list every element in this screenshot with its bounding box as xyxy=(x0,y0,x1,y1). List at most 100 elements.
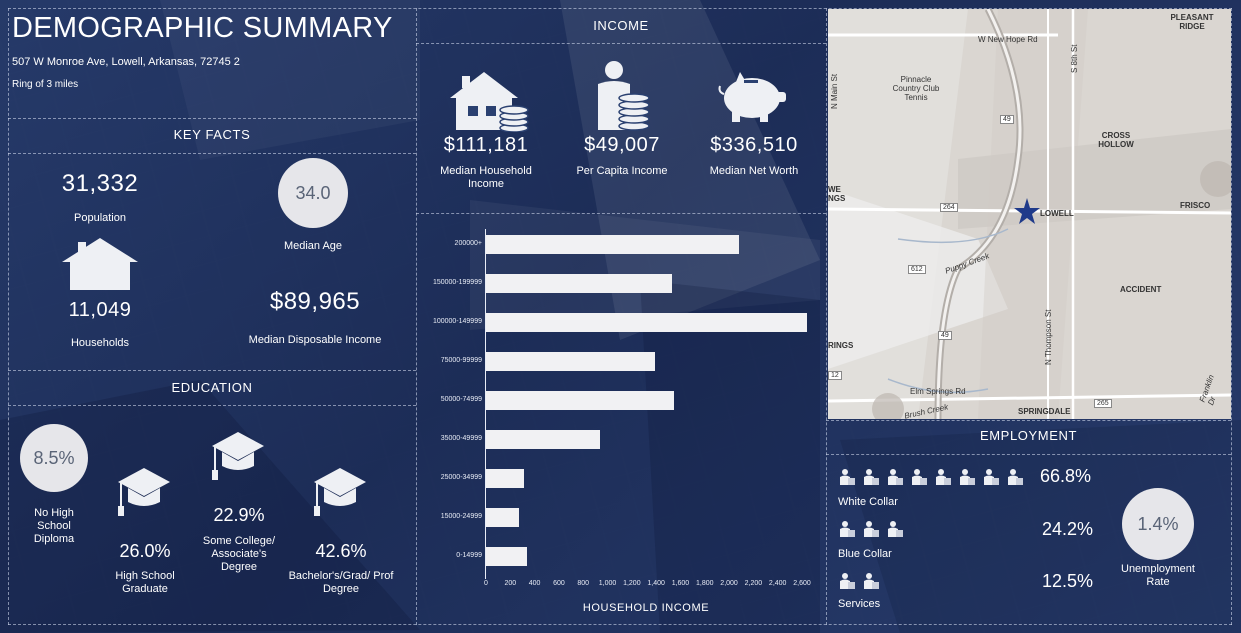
graduation-cap-icon xyxy=(314,468,366,516)
bar-15000-24999 xyxy=(486,508,519,527)
location-map[interactable]: PLEASANT RIDGE W New Hope Rd Pinnacle Co… xyxy=(828,9,1231,419)
frame-line xyxy=(826,420,1231,421)
services-worker-icon xyxy=(864,573,879,589)
blue-collar-icon-slot xyxy=(886,520,904,538)
white-collar-icon-slot xyxy=(982,468,1000,486)
chart-x-axis-title: HOUSEHOLD INCOME xyxy=(582,602,710,614)
y-tick-label: 75000-99999 xyxy=(440,357,482,364)
map-label-pleasant-ridge: PLEASANT RIDGE xyxy=(1170,13,1214,31)
y-tick-label: 100000-149999 xyxy=(432,318,482,325)
x-tick-label: 600 xyxy=(553,580,565,587)
map-label-hwy49b: 49 xyxy=(938,331,952,340)
blue-collar-worker-icon xyxy=(888,521,903,537)
piggy-bank-icon xyxy=(718,72,786,122)
frame-line xyxy=(8,370,416,371)
y-tick-label: 200000+ xyxy=(454,240,482,247)
blue-collar-worker-icon xyxy=(864,521,879,537)
y-tick-label: 50000-74999 xyxy=(440,396,482,403)
blue-collar-icon-row xyxy=(838,520,1038,540)
white-collar-icon-slot xyxy=(886,468,904,486)
per-capita-label: Per Capita Income xyxy=(576,165,668,177)
frame-line xyxy=(416,8,417,625)
map-label-elm-springs: Elm Springs Rd xyxy=(910,387,966,396)
white-collar-worker-icon xyxy=(912,469,927,485)
page-title: DEMOGRAPHIC SUMMARY xyxy=(12,12,393,44)
y-tick-label: 25000-34999 xyxy=(440,474,482,481)
some-college-label: Some College/ Associate's Degree xyxy=(202,535,276,573)
white-collar-worker-icon xyxy=(984,469,999,485)
bachelors-value: 42.6% xyxy=(315,541,367,561)
white-collar-worker-icon xyxy=(1008,469,1023,485)
disposable-income-label: Median Disposable Income xyxy=(248,334,382,346)
blue-collar-icon-slot xyxy=(862,520,880,538)
white-collar-worker-icon xyxy=(840,469,855,485)
map-label-frisco: FRISCO xyxy=(1180,201,1211,210)
services-icon-row xyxy=(838,572,1038,592)
white-collar-value: 66.8% xyxy=(1040,466,1092,486)
map-label-pinnacle: Pinnacle Country Club Tennis xyxy=(892,75,940,102)
hs-value: 26.0% xyxy=(119,541,171,561)
services-label: Services xyxy=(838,598,881,610)
population-label: Population xyxy=(74,212,126,224)
frame-line xyxy=(1231,8,1232,625)
household-income-chart: 200000+ 150000-199999 100000-149999 75000-9… xyxy=(416,213,826,624)
person-coins-icon xyxy=(598,61,650,131)
x-tick-label: 2,000 xyxy=(720,580,738,587)
blue-collar-value: 24.2% xyxy=(1042,519,1094,539)
services-worker-icon xyxy=(840,573,855,589)
key-facts-heading: KEY FACTS xyxy=(173,127,251,142)
frame-line xyxy=(416,43,826,44)
x-tick-label: 800 xyxy=(577,580,590,587)
white-collar-icon-slot xyxy=(862,468,880,486)
frame-line xyxy=(8,153,416,154)
x-tick-label: 2,400 xyxy=(768,580,787,587)
bar-50000-74999 xyxy=(486,391,675,410)
blue-collar-icon-slot xyxy=(838,520,856,538)
services-icon-slot xyxy=(862,572,880,590)
house-icon xyxy=(62,238,138,290)
ring-text: Ring of 3 miles xyxy=(12,79,79,90)
graduation-cap-icon xyxy=(118,468,170,516)
white-collar-icon-slot xyxy=(958,468,976,486)
y-tick-label: 35000-49999 xyxy=(440,435,482,442)
chart-y-axis xyxy=(485,229,486,579)
bachelors-label: Bachelor's/Grad/ Prof Degree xyxy=(288,570,394,595)
frame-line xyxy=(8,405,416,406)
no-hs-label: No High School Diploma xyxy=(33,507,75,545)
x-tick-label: 1,000 xyxy=(598,580,617,587)
services-icon-slot xyxy=(838,572,856,590)
map-label-hwy49a: 49 xyxy=(1000,115,1014,124)
white-collar-worker-icon xyxy=(864,469,879,485)
employment-heading: EMPLOYMENT xyxy=(979,428,1077,443)
map-label-hwy12: 12 xyxy=(828,371,842,380)
x-tick-label: 1,200 xyxy=(623,580,641,587)
white-collar-icon-slot xyxy=(838,468,856,486)
household-income-value: $111,181 xyxy=(443,134,529,156)
x-tick-label: 0 xyxy=(484,580,488,587)
white-collar-worker-icon xyxy=(960,469,975,485)
white-collar-icon-slot xyxy=(934,468,952,486)
x-tick-label: 2,600 xyxy=(793,580,811,587)
white-collar-icon-row xyxy=(838,468,1038,488)
education-heading: EDUCATION xyxy=(171,380,253,395)
map-label-thompson: N Thompson St xyxy=(1044,309,1053,365)
bar-100000-149999 xyxy=(486,313,807,332)
bar-35000-49999 xyxy=(486,430,601,449)
white-collar-worker-icon xyxy=(888,469,903,485)
frame-line xyxy=(416,213,826,214)
map-label-rings: RINGS xyxy=(828,341,854,350)
y-tick-label: 0-14999 xyxy=(456,552,482,559)
median-age-label: Median Age xyxy=(283,240,343,252)
households-value: 11,049 xyxy=(68,299,132,321)
frame-line xyxy=(826,8,827,625)
bar-25000-34999 xyxy=(486,469,524,488)
star-icon xyxy=(1014,198,1040,224)
white-collar-worker-icon xyxy=(936,469,951,485)
frame-line xyxy=(8,624,1232,625)
blue-collar-label: Blue Collar xyxy=(838,548,892,560)
some-college-value: 22.9% xyxy=(213,505,265,525)
blue-collar-worker-icon xyxy=(840,521,855,537)
x-tick-label: 1,800 xyxy=(696,580,714,587)
map-label-springdale: SPRINGDALE xyxy=(1018,407,1071,416)
map-label-cross-hollow: CROSS HOLLOW xyxy=(1098,131,1134,149)
